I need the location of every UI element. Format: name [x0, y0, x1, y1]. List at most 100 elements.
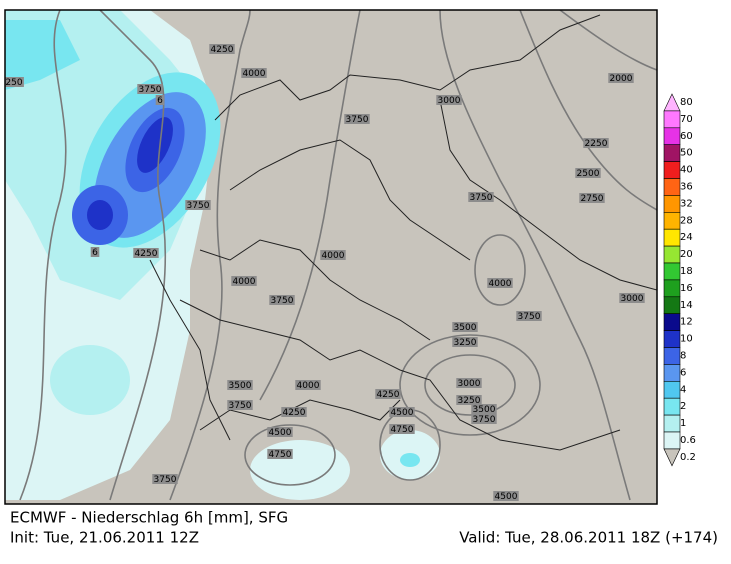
- legend-label: 10: [680, 334, 693, 345]
- contour-label-box: [619, 293, 645, 303]
- legend-label: 36: [680, 182, 693, 193]
- legend-swatch: [663, 144, 681, 162]
- contour-label: 3500: [454, 323, 477, 333]
- legend-label: 2: [680, 401, 686, 412]
- map-frame: [4, 9, 658, 505]
- contour-label-box: [516, 311, 542, 321]
- contour-label-box: [375, 389, 401, 399]
- legend-swatch: [663, 228, 681, 247]
- contour-label-box: [90, 247, 100, 257]
- contour-label-box: [389, 407, 415, 417]
- legend-label: 24: [680, 232, 693, 243]
- contour-label: 4250: [283, 408, 306, 418]
- contour-label-box: [267, 449, 293, 459]
- contour-label-box: [456, 378, 482, 388]
- legend-label: 40: [680, 165, 693, 176]
- contour-label-box: [608, 73, 634, 83]
- legend-swatch: [663, 245, 681, 264]
- contour-label: 4250: [377, 390, 400, 400]
- contour-label: 4000: [322, 251, 345, 261]
- contour-label: 4750: [391, 425, 414, 435]
- contour-label-box: [320, 250, 346, 260]
- legend-label: 1: [680, 418, 686, 429]
- contour-label-box: [209, 44, 235, 54]
- legend-label: 20: [680, 249, 693, 260]
- contour-label: 3750: [470, 193, 493, 203]
- contour-label: 4500: [269, 428, 292, 438]
- contour-label-box: [152, 474, 178, 484]
- legend-label: 32: [680, 198, 693, 209]
- contour-label: 3750: [271, 296, 294, 306]
- legend-swatch: [663, 448, 681, 467]
- contour-label-box: [227, 400, 253, 410]
- contour-label: 4500: [391, 408, 414, 418]
- contour-label: 2500: [577, 169, 600, 179]
- contour-label-box: [389, 424, 415, 434]
- contour-label: 3750: [139, 85, 162, 95]
- contour-label-box: [575, 168, 601, 178]
- contour-label-box: [137, 84, 163, 94]
- contour-label-box: [269, 295, 295, 305]
- legend-label: 60: [680, 131, 693, 142]
- contour-label-box: [487, 278, 513, 288]
- contour-label-box: [281, 407, 307, 417]
- contour-label-box: [185, 200, 211, 210]
- legend-label: 16: [680, 283, 693, 294]
- legend-swatch: [663, 296, 681, 314]
- contour-label: 3250: [454, 338, 477, 348]
- contour-label: 3750: [187, 201, 210, 211]
- legend-swatch: [663, 313, 681, 331]
- contour-label-box: [344, 114, 370, 124]
- contour-label-box: [241, 68, 267, 78]
- legend: 80 70 60 50 40 36 32 28 24 20 18 16 14 12 10 8 6 4 2 1 0.6 0.…: [663, 93, 696, 467]
- footer-title: ECMWF - Niederschlag 6h [mm], SFG: [10, 509, 288, 527]
- contour-label: 3750: [473, 415, 496, 425]
- legend-label: 14: [680, 300, 693, 311]
- contour-label: 4250: [211, 45, 234, 55]
- contour-label: 6: [157, 96, 163, 106]
- precipitation: [5, 10, 440, 500]
- legend-label: 18: [680, 266, 693, 277]
- contour-label: 3750: [518, 312, 541, 322]
- legend-swatch: [663, 262, 681, 281]
- legend-swatch: [663, 397, 681, 416]
- contour-label: 2750: [581, 194, 604, 204]
- legend-swatch: [663, 212, 681, 230]
- legend-swatch: [663, 178, 681, 196]
- legend-label: 6: [680, 367, 686, 378]
- contour-label-box: [436, 95, 462, 105]
- legend-label: 12: [680, 317, 693, 328]
- contour-label: 3750: [154, 475, 177, 485]
- legend-label: 80: [680, 97, 693, 108]
- contour-label: 3750: [346, 115, 369, 125]
- legend-swatch: [663, 195, 681, 213]
- contour-label: 3000: [458, 379, 481, 389]
- contour-label-box: [471, 414, 497, 424]
- contour-label: 4500: [495, 492, 518, 502]
- legend-label: 0.2: [680, 452, 696, 463]
- legend-swatch: [663, 110, 681, 129]
- legend-label: 70: [680, 114, 693, 125]
- contour-label: 3000: [438, 96, 461, 106]
- contour-label-box: [267, 427, 293, 437]
- legend-swatch: [663, 347, 681, 365]
- contour-label: 4000: [297, 381, 320, 391]
- contour-label-box: [231, 276, 257, 286]
- contour-label-box: [471, 404, 497, 414]
- contour-label-box: [456, 395, 482, 405]
- isolines: [19, 10, 657, 501]
- contour-label-box: [452, 337, 478, 347]
- footer-init: Init: Tue, 21.06.2011 12Z: [10, 529, 199, 547]
- contour-label: 4250: [135, 249, 158, 259]
- legend-swatch: [663, 414, 681, 433]
- legend-swatch: [663, 431, 681, 450]
- borders: [149, 14, 657, 451]
- contour-label: 4000: [233, 277, 256, 287]
- legend-label: 50: [680, 148, 693, 159]
- contour-label-box: [5, 77, 24, 87]
- contour-label: 4000: [489, 279, 512, 289]
- contour-label: 4750: [269, 450, 292, 460]
